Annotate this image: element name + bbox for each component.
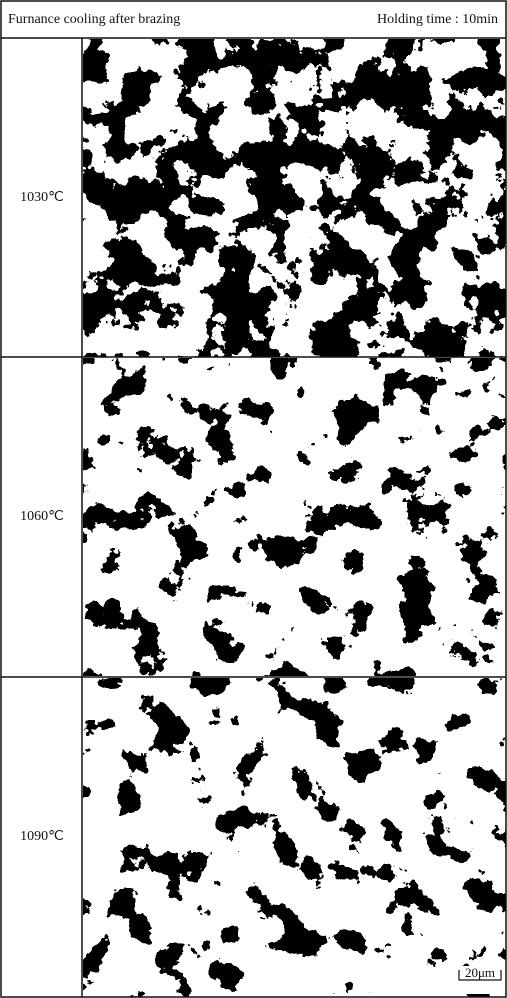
scale-bar-label: 20μm	[465, 965, 495, 980]
row-label: 1060℃	[20, 509, 64, 524]
header-title: Furnance cooling after brazing	[8, 12, 180, 27]
micrograph	[83, 678, 506, 997]
row-label: 1030℃	[20, 190, 64, 205]
figure: Furnance cooling after brazing Holding t…	[0, 0, 507, 998]
holding-time: Holding time : 10min	[377, 12, 498, 27]
row-label: 1090℃	[20, 829, 64, 844]
micrograph	[83, 39, 506, 357]
micrograph	[83, 358, 506, 676]
page: {"header": {"title": "Furnance cooling a…	[0, 0, 507, 998]
